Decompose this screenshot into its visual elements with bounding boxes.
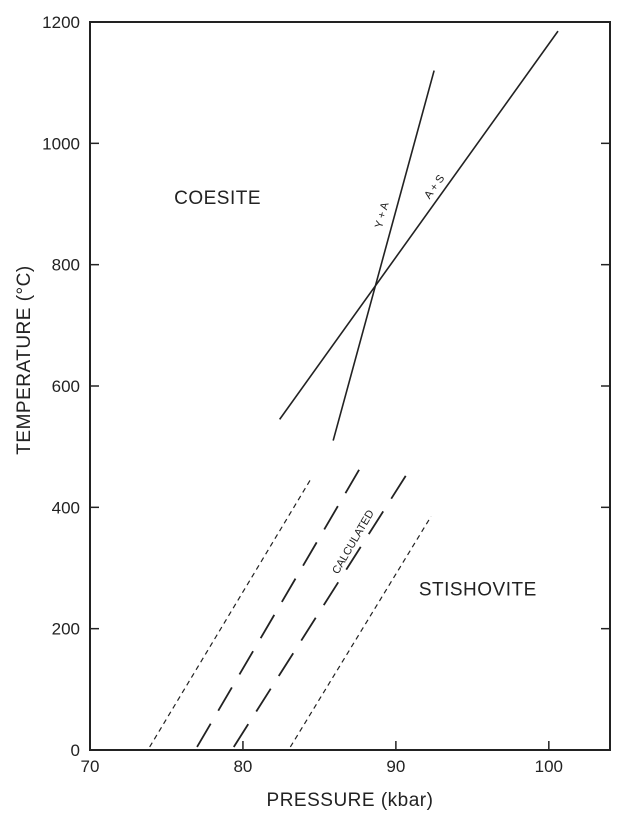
region-label: STISHOVITE	[419, 579, 537, 600]
boundary-line-long-dash	[233, 464, 414, 748]
x-tick-label: 70	[81, 757, 100, 776]
boundary-line-solid	[332, 70, 435, 441]
y-tick-label: 600	[52, 377, 80, 396]
boundary-line-solid	[278, 30, 559, 420]
chart-labels: COESITE STISHOVITE	[174, 188, 537, 600]
boundary-line-short-dash	[149, 479, 311, 748]
curve-label: Y + A	[373, 200, 392, 229]
x-tick-label: 100	[535, 757, 563, 776]
x-tick-label: 80	[233, 757, 252, 776]
x-tick-label: 90	[386, 757, 405, 776]
y-tick-label: 1000	[42, 134, 80, 153]
x-axis-title: PRESSURE (kbar)	[267, 790, 434, 811]
curve-label: A + S	[422, 173, 447, 202]
boundary-line-short-dash	[289, 516, 432, 748]
y-tick-label: 200	[52, 620, 80, 639]
plot-frame	[89, 21, 611, 751]
region-label: COESITE	[174, 188, 261, 209]
y-axis-title: TEMPERATURE (°C)	[14, 265, 35, 454]
y-tick-label: 400	[52, 498, 80, 517]
phase-boundary-curves: Y + A A + S CALCULATED	[149, 30, 559, 748]
y-tick-label: 1200	[42, 13, 80, 32]
boundary-line-long-dash	[196, 461, 365, 748]
curve-label: CALCULATED	[330, 508, 377, 576]
y-tick-label: 0	[71, 741, 80, 760]
y-tick-label: 800	[52, 256, 80, 275]
